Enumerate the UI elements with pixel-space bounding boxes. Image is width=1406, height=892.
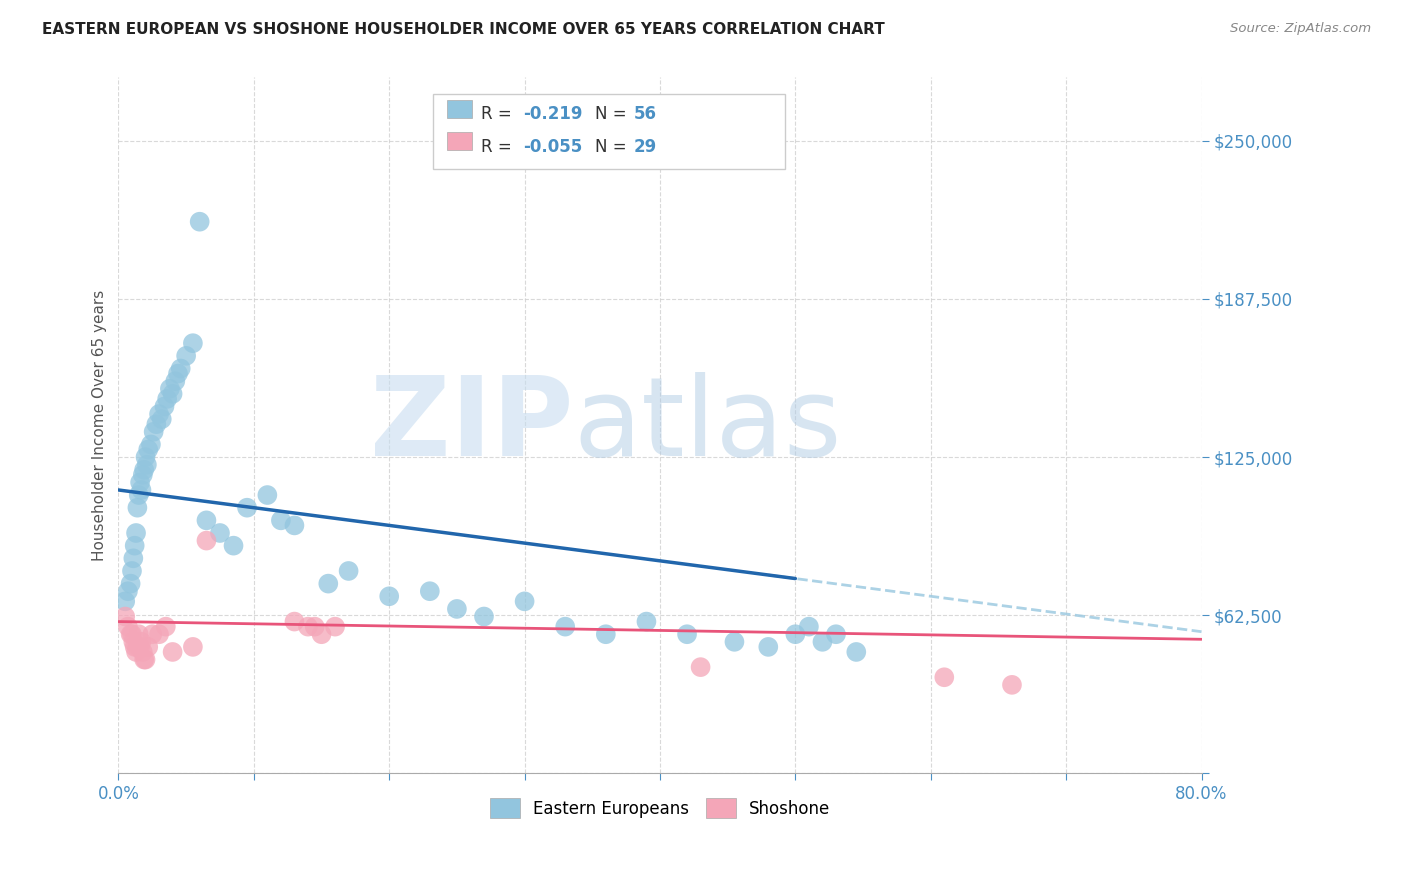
Text: 56: 56 (634, 105, 657, 123)
Point (114, 609, 136, 624)
Point (128, 488, 150, 502)
Y-axis label: Householder Income Over 65 years: Householder Income Over 65 years (93, 290, 107, 561)
Point (121, 564, 143, 578)
Point (316, 576, 339, 591)
Point (256, 488, 278, 502)
Point (756, 640, 779, 654)
Point (129, 475, 152, 490)
Point (554, 620, 576, 634)
Point (156, 392, 179, 406)
Point (513, 594, 536, 608)
Point (165, 374, 187, 388)
Text: ZIP: ZIP (370, 372, 574, 479)
Point (124, 640, 146, 654)
Point (134, 652, 156, 666)
Point (323, 620, 346, 634)
Point (636, 615, 658, 629)
Point (195, 533, 218, 548)
Text: 29: 29 (634, 138, 658, 156)
Point (170, 361, 193, 376)
Point (127, 500, 149, 515)
Point (419, 584, 441, 599)
Point (378, 589, 401, 603)
Point (825, 627, 848, 641)
Point (132, 645, 155, 659)
Point (472, 609, 495, 624)
Point (1001, 678, 1024, 692)
Point (297, 620, 319, 634)
Point (131, 483, 153, 497)
Point (121, 627, 143, 641)
Point (122, 635, 145, 649)
Point (120, 627, 142, 641)
Point (141, 627, 163, 641)
Point (136, 442, 159, 457)
Point (129, 640, 152, 654)
Point (188, 215, 211, 229)
Point (125, 645, 148, 659)
Point (270, 513, 292, 527)
Point (162, 386, 184, 401)
Point (148, 407, 170, 421)
Point (134, 450, 156, 464)
Point (132, 467, 155, 482)
Point (785, 627, 807, 641)
Point (120, 576, 142, 591)
Point (222, 539, 245, 553)
Point (174, 349, 197, 363)
Point (195, 513, 218, 527)
Point (128, 627, 150, 641)
Text: -0.219: -0.219 (523, 105, 582, 123)
Point (131, 635, 153, 649)
Text: -0.055: -0.055 (523, 138, 582, 156)
Point (304, 620, 326, 634)
Point (145, 417, 167, 432)
Point (689, 660, 711, 674)
Point (181, 336, 204, 351)
Point (142, 425, 165, 439)
Point (127, 640, 149, 654)
Point (311, 627, 333, 641)
Point (845, 645, 868, 659)
Point (153, 400, 176, 414)
Point (139, 437, 162, 451)
Point (117, 620, 139, 634)
Text: R =: R = (481, 105, 517, 123)
Text: atlas: atlas (574, 372, 842, 479)
Point (283, 518, 305, 533)
Point (135, 458, 157, 472)
Point (159, 382, 181, 396)
Text: EASTERN EUROPEAN VS SHOSHONE HOUSEHOLDER INCOME OVER 65 YEARS CORRELATION CHART: EASTERN EUROPEAN VS SHOSHONE HOUSEHOLDER… (42, 22, 884, 37)
Point (337, 564, 360, 578)
Point (797, 620, 820, 634)
Text: R =: R = (481, 138, 517, 156)
Point (236, 500, 259, 515)
Point (125, 526, 148, 541)
Point (595, 627, 617, 641)
Point (676, 627, 699, 641)
Point (136, 640, 159, 654)
Point (162, 645, 184, 659)
Point (148, 627, 170, 641)
Text: N =: N = (595, 138, 631, 156)
Point (155, 620, 177, 634)
Legend: Eastern Europeans, Shoshone: Eastern Europeans, Shoshone (484, 792, 837, 824)
Text: Source: ZipAtlas.com: Source: ZipAtlas.com (1230, 22, 1371, 36)
Point (934, 670, 956, 684)
Point (723, 635, 745, 649)
Point (122, 551, 145, 566)
Text: N =: N = (595, 105, 631, 123)
Point (811, 635, 834, 649)
Point (124, 539, 146, 553)
Point (283, 615, 305, 629)
Point (167, 367, 190, 381)
Point (117, 584, 139, 599)
Point (134, 652, 156, 666)
Point (446, 602, 468, 616)
Point (134, 463, 156, 477)
Point (150, 412, 173, 426)
Point (181, 640, 204, 654)
Point (208, 526, 231, 541)
Point (114, 594, 136, 608)
